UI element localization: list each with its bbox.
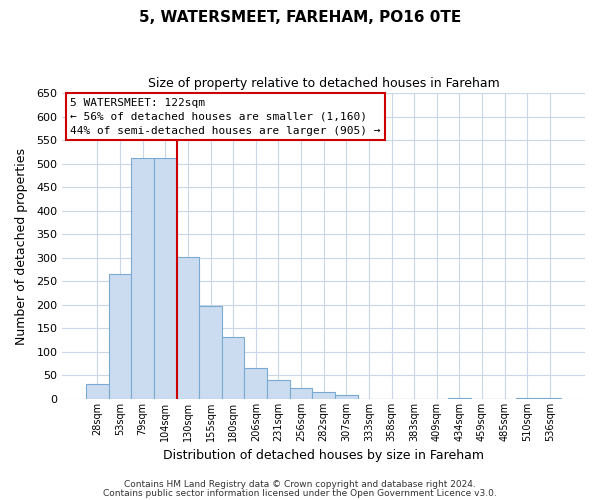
Text: Contains public sector information licensed under the Open Government Licence v3: Contains public sector information licen… — [103, 488, 497, 498]
Bar — [176, 257, 199, 399]
Text: Contains HM Land Registry data © Crown copyright and database right 2024.: Contains HM Land Registry data © Crown c… — [124, 480, 476, 489]
Bar — [448, 398, 471, 399]
Y-axis label: Number of detached properties: Number of detached properties — [15, 148, 28, 344]
Bar — [313, 392, 335, 399]
Bar — [516, 398, 539, 399]
Bar — [290, 388, 313, 399]
Bar — [267, 380, 290, 399]
Bar — [244, 368, 267, 399]
Bar — [86, 384, 109, 399]
Bar — [131, 158, 154, 399]
Bar — [154, 158, 176, 399]
Bar — [335, 395, 358, 399]
Bar — [222, 337, 244, 399]
X-axis label: Distribution of detached houses by size in Fareham: Distribution of detached houses by size … — [163, 450, 484, 462]
Text: 5, WATERSMEET, FAREHAM, PO16 0TE: 5, WATERSMEET, FAREHAM, PO16 0TE — [139, 10, 461, 25]
Text: 5 WATERSMEET: 122sqm
← 56% of detached houses are smaller (1,160)
44% of semi-de: 5 WATERSMEET: 122sqm ← 56% of detached h… — [70, 98, 380, 136]
Title: Size of property relative to detached houses in Fareham: Size of property relative to detached ho… — [148, 78, 500, 90]
Bar — [199, 306, 222, 399]
Bar — [539, 398, 561, 399]
Bar — [109, 274, 131, 399]
